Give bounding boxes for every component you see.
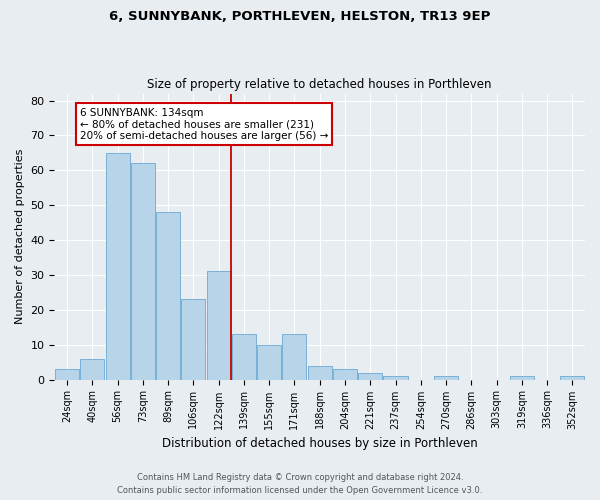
Bar (181, 300, 205, 380)
Bar (131, 164, 155, 380)
X-axis label: Distribution of detached houses by size in Porthleven: Distribution of detached houses by size … (162, 437, 478, 450)
Bar (232, 334, 256, 380)
Bar (333, 369, 357, 380)
Text: 6, SUNNYBANK, PORTHLEVEN, HELSTON, TR13 9EP: 6, SUNNYBANK, PORTHLEVEN, HELSTON, TR13 … (109, 10, 491, 23)
Bar (156, 212, 180, 380)
Text: Contains HM Land Registry data © Crown copyright and database right 2024.
Contai: Contains HM Land Registry data © Crown c… (118, 474, 482, 495)
Bar (80, 358, 104, 380)
Bar (283, 334, 307, 380)
Bar (434, 376, 458, 380)
Bar (106, 153, 130, 380)
Bar (257, 344, 281, 380)
Y-axis label: Number of detached properties: Number of detached properties (15, 149, 25, 324)
Bar (55, 369, 79, 380)
Bar (308, 366, 332, 380)
Text: 6 SUNNYBANK: 134sqm
← 80% of detached houses are smaller (231)
20% of semi-detac: 6 SUNNYBANK: 134sqm ← 80% of detached ho… (80, 108, 328, 140)
Bar (358, 372, 382, 380)
Bar (510, 376, 534, 380)
Bar (560, 376, 584, 380)
Title: Size of property relative to detached houses in Porthleven: Size of property relative to detached ho… (148, 78, 492, 91)
Bar (206, 272, 230, 380)
Bar (383, 376, 407, 380)
